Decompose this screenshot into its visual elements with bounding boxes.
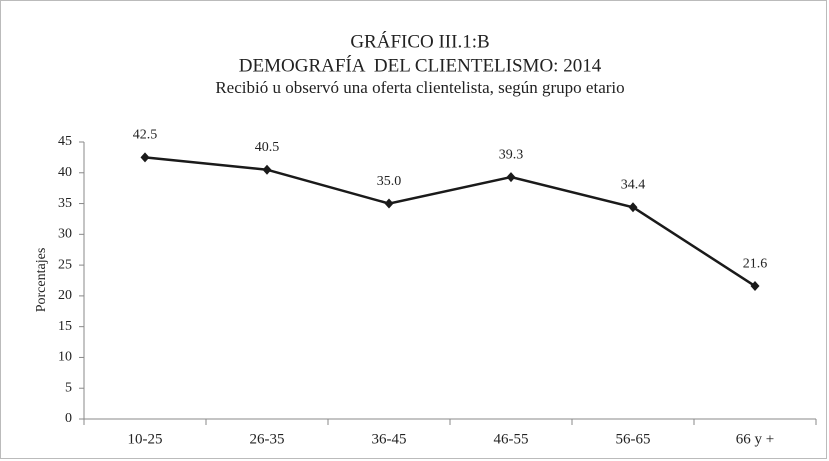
x-tick-label: 10-25: [128, 431, 163, 447]
data-label: 39.3: [499, 147, 524, 162]
data-point: [140, 152, 150, 163]
chart-subtitle: Recibió u observó una oferta clientelist…: [215, 78, 624, 97]
data-point: [262, 164, 272, 175]
data-label: 40.5: [255, 140, 280, 155]
y-tick-label: 40: [58, 165, 72, 180]
y-tick-label: 10: [58, 350, 72, 365]
x-tick-label: 66 y +: [736, 431, 774, 447]
y-tick-label: 5: [65, 380, 72, 395]
y-tick-label: 20: [58, 288, 72, 303]
y-tick-label: 30: [58, 227, 72, 242]
y-tick-label: 45: [58, 134, 72, 149]
y-tick-label: 25: [58, 257, 72, 272]
data-label: 42.5: [133, 128, 158, 143]
x-tick-label: 56-65: [616, 431, 651, 447]
chart-title: GRÁFICO III.1:B: [350, 30, 489, 52]
data-label: 21.6: [743, 256, 768, 271]
y-tick-label: 0: [65, 411, 72, 426]
y-axis-label: Porcentajes: [34, 248, 49, 313]
x-tick-label: 26-35: [250, 431, 285, 447]
data-point: [750, 281, 760, 292]
y-tick-label: 15: [58, 319, 72, 334]
data-point: [628, 202, 638, 213]
chart-title: DEMOGRAFÍA DEL CLIENTELISMO: 2014: [239, 54, 602, 76]
data-label: 35.0: [377, 174, 402, 189]
data-point: [506, 172, 516, 183]
data-line: [144, 156, 756, 288]
x-tick-label: 36-45: [372, 431, 407, 447]
x-tick-label: 46-55: [494, 431, 529, 447]
data-label: 34.4: [621, 177, 646, 192]
data-point: [384, 198, 394, 209]
y-tick-label: 35: [58, 196, 72, 211]
